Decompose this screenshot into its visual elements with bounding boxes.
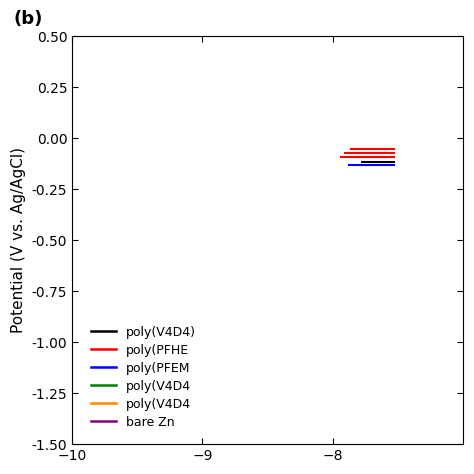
Legend: poly(V4D4), poly(PFHE, poly(PFEM, poly(V4D4, poly(V4D4, bare Zn: poly(V4D4), poly(PFHE, poly(PFEM, poly(V…	[86, 321, 201, 434]
Text: (b): (b)	[14, 10, 43, 28]
Y-axis label: Potential (V vs. Ag/AgCl): Potential (V vs. Ag/AgCl)	[11, 147, 26, 333]
